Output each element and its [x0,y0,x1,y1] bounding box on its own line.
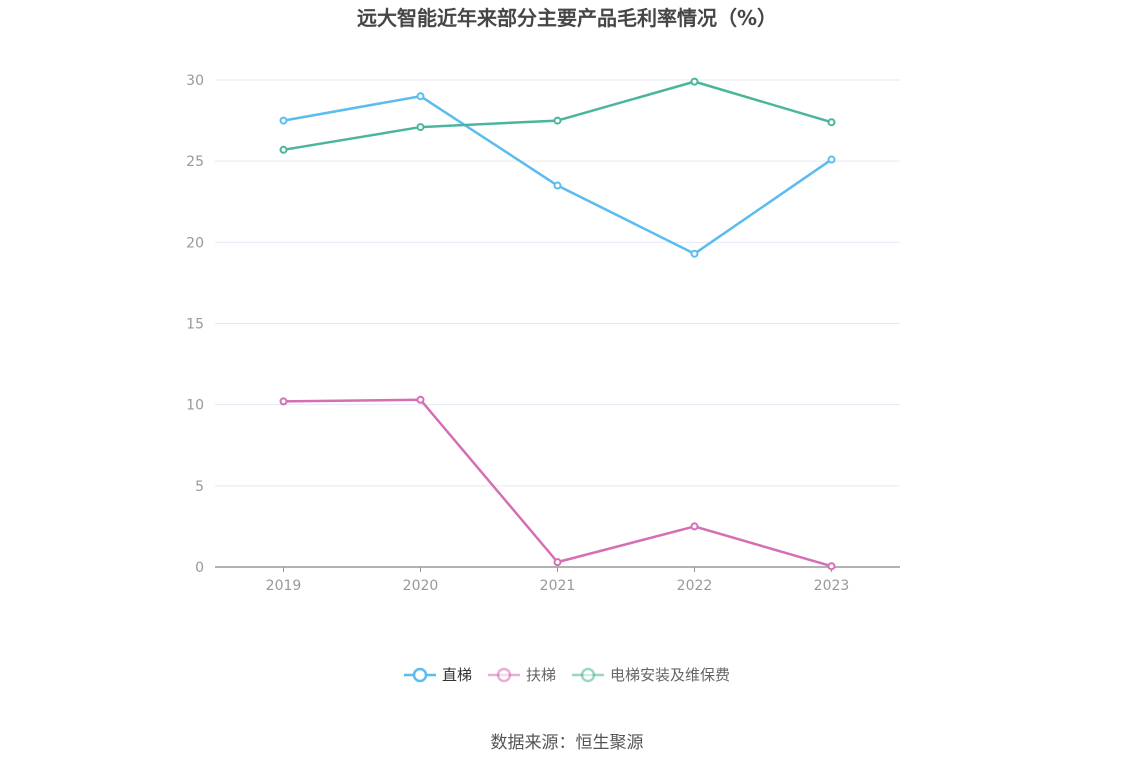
data-point[interactable] [690,522,699,531]
y-tick-label: 25 [186,154,204,170]
chart-title: 远大智能近年来部分主要产品毛利率情况（%） [356,6,778,30]
data-point[interactable] [416,92,425,101]
data-point[interactable] [553,181,562,190]
y-tick-label: 30 [186,73,204,89]
y-tick-label: 5 [195,479,204,495]
x-tick-label: 2019 [266,578,302,594]
data-point[interactable] [279,116,288,125]
data-point[interactable] [279,397,288,406]
data-point[interactable] [416,395,425,404]
legend-marker-icon [572,667,604,682]
legend-label: 扶梯 [525,666,556,684]
grid-lines [215,79,900,487]
y-tick-label: 10 [186,398,204,414]
legend-marker-icon [403,667,436,682]
data-point[interactable] [827,155,836,164]
data-point[interactable] [553,116,562,125]
y-tick-label: 20 [186,235,204,251]
legend: 直梯 扶梯 电梯安装及维保费 [0,664,1134,685]
y-tick-label: 0 [195,560,204,576]
legend-label: 直梯 [441,666,472,684]
x-tick-label: 2023 [814,578,850,594]
series-lines [279,77,836,571]
y-tick-label: 15 [186,317,204,333]
data-point[interactable] [279,145,288,154]
series-0 [279,92,836,258]
series-1 [279,395,836,571]
series-line [283,398,832,568]
line-chart: 0 5 10 15 20 25 30 2019 2020 2021 2022 2023 [186,73,900,594]
data-point[interactable] [690,77,699,86]
x-tick-label: 2021 [540,578,576,594]
data-point[interactable] [827,562,836,571]
data-point[interactable] [690,249,699,258]
data-point[interactable] [416,123,425,132]
x-tick-label: 2022 [677,578,713,594]
legend-item[interactable]: 扶梯 [487,664,556,685]
data-point[interactable] [827,118,836,127]
series-line [283,80,832,152]
series-2 [279,77,836,154]
legend-marker-icon [487,667,520,682]
x-tick-label: 2020 [403,578,439,594]
legend-item[interactable]: 直梯 [403,664,472,685]
axes: 0 5 10 15 20 25 30 2019 2020 2021 2022 2023 [186,73,900,594]
legend-item[interactable]: 电梯安装及维保费 [572,664,730,685]
data-point[interactable] [553,558,562,567]
legend-label: 电梯安装及维保费 [610,666,731,684]
source-note: 数据来源：恒生聚源 [490,733,644,753]
